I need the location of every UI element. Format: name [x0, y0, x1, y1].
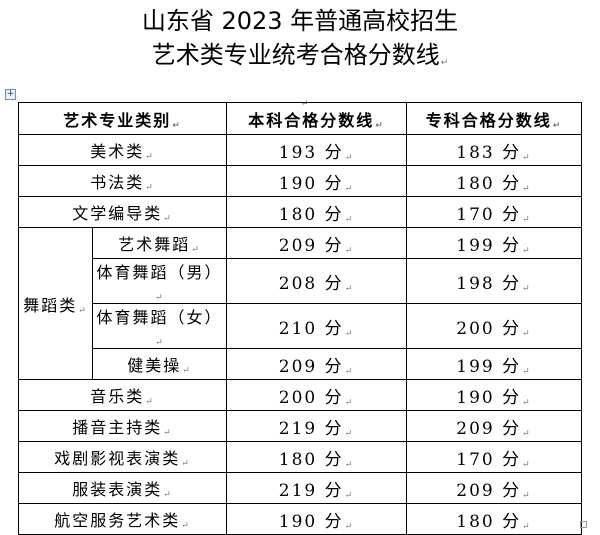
college-score: 209 分 [406, 472, 582, 504]
undergrad-score: 200 分 [226, 379, 407, 411]
college-score: 180 分 [406, 503, 582, 535]
table-end-marker [580, 521, 587, 528]
header-category: 艺术专业类别 [18, 102, 227, 135]
table-row: 美术类193 分183 分 [18, 134, 582, 166]
table-row: 音乐类200 分190 分 [18, 379, 582, 411]
table-row: 健美操209 分199 分 [19, 348, 582, 380]
table-row: 播音主持类219 分209 分 [18, 410, 582, 442]
category-cell: 文学编导类 [18, 196, 227, 228]
title-line2-text: 艺术类专业统考合格分数线 [151, 41, 440, 69]
category-cell: 书法类 [18, 165, 227, 197]
undergrad-score: 190 分 [226, 503, 407, 535]
college-score: 200 分 [406, 303, 582, 349]
header-undergrad: 本科合格分数线 [226, 102, 407, 135]
college-score: 190 分 [406, 379, 582, 411]
category-cell: 航空服务艺术类 [18, 503, 227, 535]
table-move-handle-icon[interactable]: + [5, 89, 16, 100]
undergrad-score: 219 分 [226, 410, 407, 442]
college-score: 209 分 [406, 410, 582, 442]
category-cell: 艺术舞蹈 [92, 227, 227, 259]
table-row: 舞蹈类艺术舞蹈209 分199 分 [18, 227, 582, 380]
category-cell: 健美操 [92, 348, 227, 380]
score-table: 艺术专业类别 本科合格分数线 专科合格分数线 美术类193 分183 分书法类1… [18, 102, 582, 535]
undergrad-score: 193 分 [226, 134, 407, 166]
undergrad-score: 210 分 [226, 303, 407, 349]
undergrad-score: 180 分 [226, 196, 407, 228]
undergrad-score: 208 分 [226, 258, 407, 304]
college-score: 170 分 [406, 441, 582, 473]
document-title-line2: 艺术类专业统考合格分数线 [0, 40, 600, 78]
table-row: 航空服务艺术类190 分180 分 [18, 503, 582, 535]
college-score: 170 分 [406, 196, 582, 228]
category-cell: 戏剧影视表演类 [18, 441, 227, 473]
document-title-line1: 山东省 2023 年普通高校招生 [141, 7, 459, 35]
undergrad-score: 209 分 [226, 227, 407, 259]
category-cell: 音乐类 [18, 379, 227, 411]
table-row: 体育舞蹈（男）208 分198 分 [19, 258, 582, 304]
college-score: 199 分 [406, 227, 582, 259]
undergrad-score: 219 分 [226, 472, 407, 504]
table-row: 书法类190 分180 分 [18, 165, 582, 197]
undergrad-score: 180 分 [226, 441, 407, 473]
table-row: 戏剧影视表演类180 分170 分 [18, 441, 582, 473]
table-row: 文学编导类180 分170 分 [18, 196, 582, 228]
category-cell: 体育舞蹈（男） [92, 258, 227, 304]
header-college: 专科合格分数线 [406, 102, 582, 135]
college-score: 183 分 [406, 134, 582, 166]
group-dance: 舞蹈类 [18, 227, 93, 380]
college-score: 180 分 [406, 165, 582, 197]
undergrad-score: 190 分 [226, 165, 407, 197]
table-row: 服装表演类219 分209 分 [18, 472, 582, 504]
category-cell: 服装表演类 [18, 472, 227, 504]
table-row: 体育舞蹈（女）210 分200 分 [19, 303, 582, 349]
undergrad-score: 209 分 [226, 348, 407, 380]
table-header-row: 艺术专业类别 本科合格分数线 专科合格分数线 [18, 102, 582, 135]
college-score: 199 分 [406, 348, 582, 380]
category-cell: 美术类 [18, 134, 227, 166]
category-cell: 体育舞蹈（女） [92, 303, 227, 349]
category-cell: 播音主持类 [18, 410, 227, 442]
college-score: 198 分 [406, 258, 582, 304]
